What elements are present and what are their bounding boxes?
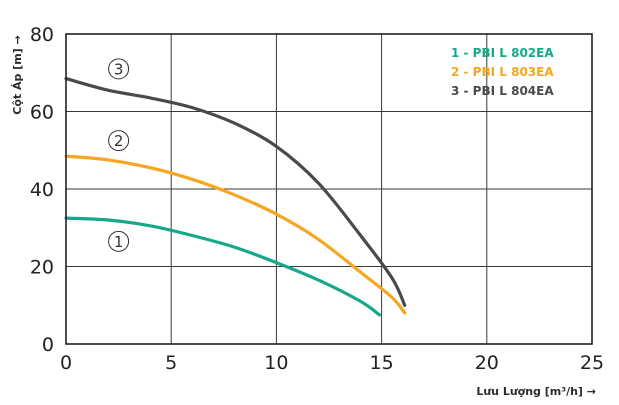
- grid-lines: [65, 33, 593, 345]
- series-marker-circle: [108, 130, 130, 152]
- y-tick-label: 80: [30, 24, 54, 46]
- x-tick-labels: 0 5 10 15 20 25: [60, 352, 604, 374]
- y-tick-label: 20: [30, 257, 54, 279]
- series-line-1: [64, 216, 382, 317]
- y-tick-label: 0: [42, 334, 54, 356]
- series-line-3: [64, 77, 407, 307]
- plot-frame: [65, 33, 593, 345]
- series-marker-circle: [108, 58, 130, 80]
- series-marker-label: 1: [114, 233, 124, 251]
- y-tick-label: 60: [30, 102, 54, 124]
- legend-entry: 1 - PBI L 802EA: [451, 46, 554, 60]
- y-axis-label: Cột Áp [m] →: [11, 35, 24, 115]
- x-tick-label: 20: [475, 352, 499, 374]
- legend-entry: 2 - PBI L 803EA: [451, 65, 554, 79]
- series-markers: 1 2 3: [108, 58, 130, 252]
- legend: 1 - PBI L 802EA 2 - PBI L 803EA 3 - PBI L …: [451, 46, 554, 98]
- x-tick-label: 10: [264, 352, 288, 374]
- x-tick-label: 25: [580, 352, 604, 374]
- legend-entry: 3 - PBI L 804EA: [451, 84, 554, 98]
- series-marker-circle: [108, 230, 130, 252]
- x-tick-label: 5: [165, 352, 177, 374]
- series-line-2: [64, 154, 407, 315]
- y-tick-label: 40: [30, 179, 54, 201]
- series-marker-label: 2: [114, 132, 124, 150]
- x-axis-label: Lưu Lượng [m³/h] →: [476, 385, 596, 398]
- y-tick-labels: 0 20 40 60 80: [30, 24, 54, 356]
- series-curves: [64, 77, 407, 317]
- x-tick-label: 15: [370, 352, 394, 374]
- x-tick-label: 0: [60, 352, 72, 374]
- series-marker-label: 3: [114, 60, 124, 78]
